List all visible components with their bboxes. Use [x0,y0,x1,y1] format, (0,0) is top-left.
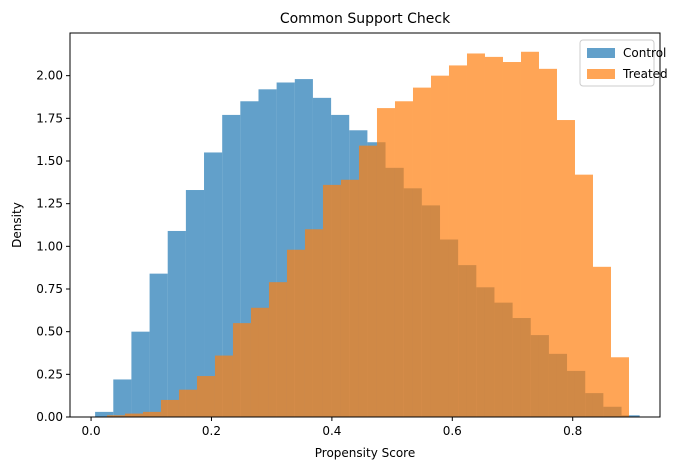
legend-swatch-treated [587,69,615,79]
treated-bar-23 [520,51,539,417]
treated-bar-26 [574,174,593,417]
x-axis-label: Propensity Score [315,446,415,460]
y-tick-label: 1.50 [36,154,63,168]
treated-bar-12 [322,184,341,417]
treated-bar-18 [430,75,449,418]
legend: Control Treated [579,39,668,87]
y-tick-label: 0.25 [36,367,63,381]
treated-bar-21 [484,56,503,417]
treated-bar-5 [196,376,215,417]
plot-frame [69,32,661,418]
legend-label-treated: Treated [622,67,668,81]
treated-bar-28 [610,357,629,417]
treated-bar-20 [466,53,485,417]
legend-swatch-control [587,48,615,58]
x-tick-label: 0.0 [82,424,101,438]
control-bar-29 [621,415,640,417]
treated-bar-2 [142,411,161,417]
treated-bar-13 [340,179,359,417]
y-axis-label: Density [10,202,24,248]
treated-bar-22 [502,62,521,417]
y-axis-ticks: 0.00 0.25 0.50 0.75 1.00 1.25 1.50 1.75 2.00 [36,69,70,424]
x-tick-label: 0.2 [202,424,221,438]
treated-bar-27 [592,266,611,417]
x-tick-label: 0.6 [443,424,462,438]
treated-bar-19 [448,65,467,417]
control-bar-5 [185,190,205,417]
control-bar-4 [167,230,186,417]
treated-bar-11 [304,229,323,417]
x-axis-ticks: 0.0 0.2 0.4 0.6 0.8 [82,417,582,438]
treated-bar-16 [394,101,413,418]
y-tick-label: 1.25 [36,197,63,211]
treated-bar-17 [412,87,431,417]
y-tick-label: 0.75 [36,282,63,296]
treated-bar-25 [556,120,575,417]
treated-bar-3 [160,399,179,417]
treated-bar-9 [268,282,287,417]
treated-bar-15 [376,108,395,418]
treated-bar-4 [178,389,197,417]
treated-bar-7 [232,323,251,417]
y-tick-label: 0.00 [36,410,63,424]
x-tick-label: 0.8 [563,424,582,438]
control-bar-1 [113,379,132,417]
treated-bar-8 [250,307,269,417]
y-tick-label: 1.75 [36,111,63,125]
treated-bar-0 [106,415,125,417]
control-bar-3 [149,273,168,417]
treated-bar-1 [124,413,143,417]
treated-bar-6 [214,355,233,417]
treated-bars [106,51,629,418]
y-tick-label: 1.00 [36,239,63,253]
chart-title: Common Support Check [280,11,451,27]
treated-bar-10 [286,249,305,417]
treated-bar-24 [538,68,557,417]
y-tick-label: 2.00 [36,69,63,83]
x-tick-label: 0.4 [322,424,341,438]
control-bar-6 [204,152,223,417]
control-bar-2 [131,331,150,417]
treated-bar-14 [358,145,377,417]
y-tick-label: 0.50 [36,325,63,339]
control-bar-0 [95,411,114,417]
legend-label-control: Control [623,46,666,60]
